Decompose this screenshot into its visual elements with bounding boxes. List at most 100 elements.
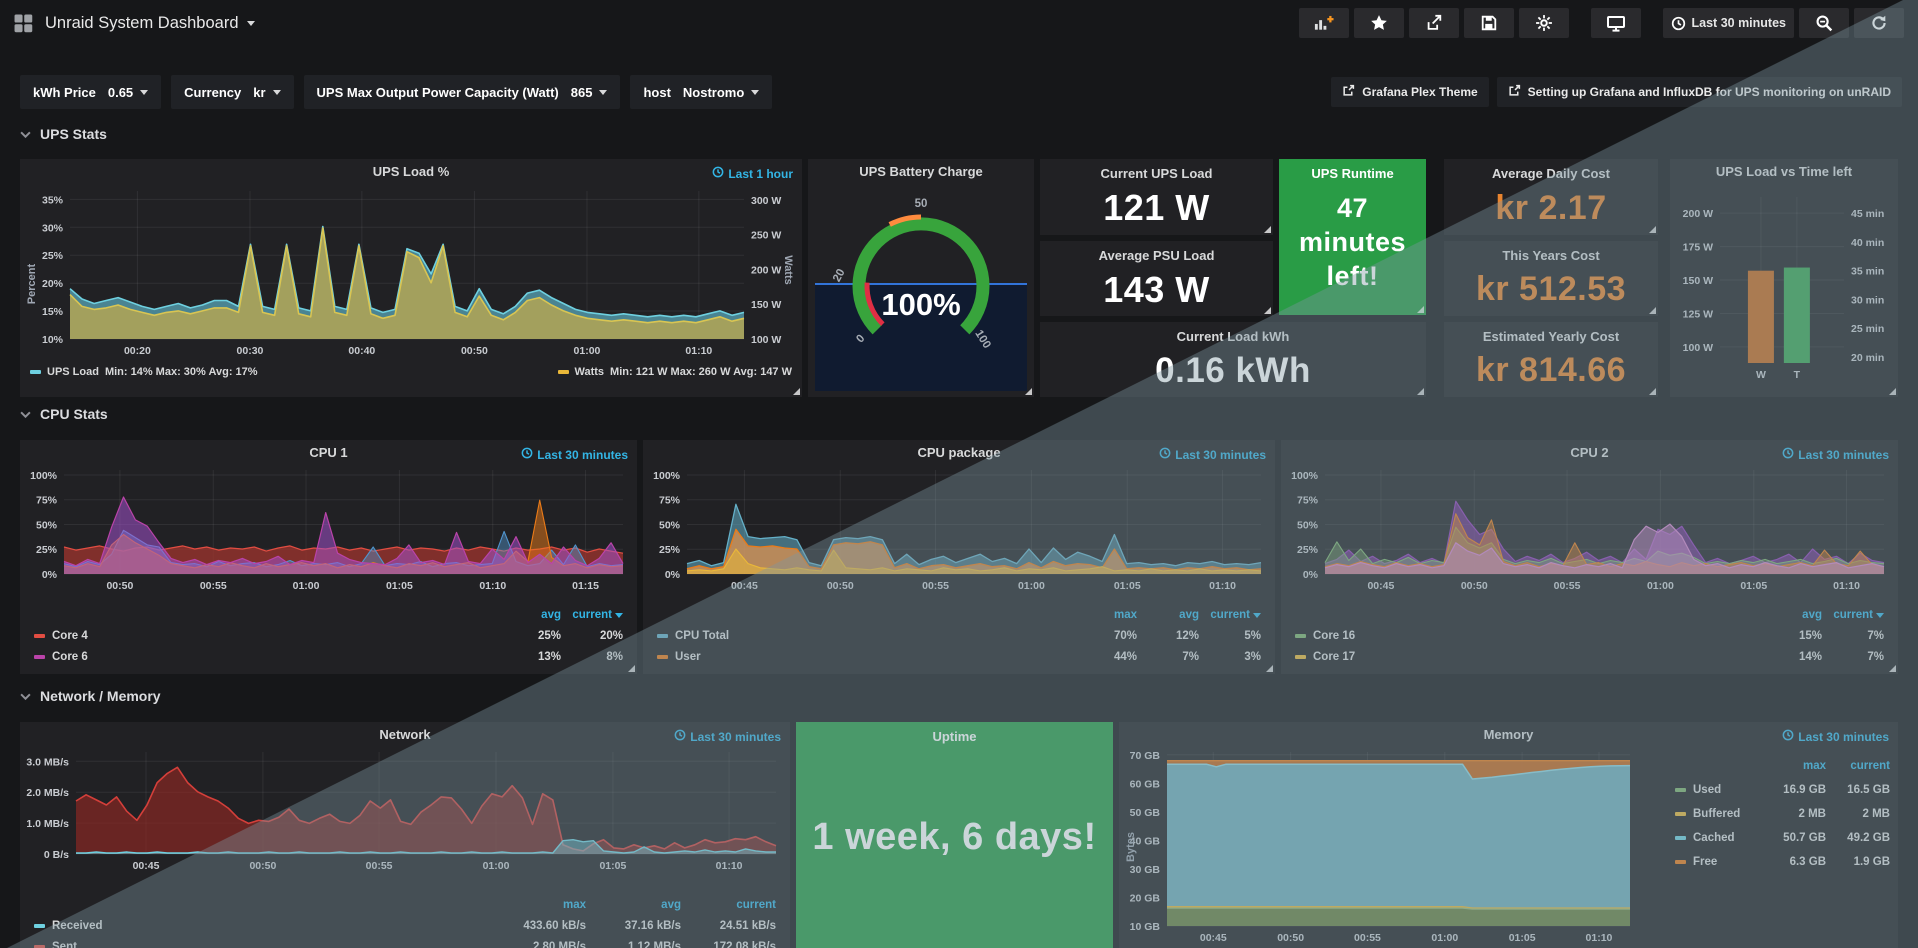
stat-value: kr 814.66 bbox=[1475, 351, 1627, 389]
legend-col-avg[interactable]: avg bbox=[1802, 608, 1822, 621]
ups-load-chart[interactable]: 00:20 00:30 00:40 00:50 01:00 01:10 35% 30% 25% 2… bbox=[26, 185, 794, 361]
variable-value-dropdown[interactable]: kr bbox=[253, 85, 281, 100]
dashboard-title[interactable]: Unraid System Dashboard bbox=[45, 14, 255, 33]
stat-title[interactable]: Uptime bbox=[932, 729, 977, 744]
stat-title[interactable]: Current Load kWh bbox=[1176, 329, 1290, 344]
variable-value-dropdown[interactable]: Nostromo bbox=[683, 85, 760, 100]
cpu2-chart[interactable]: 00:45 00:50 00:55 01:00 01:05 01:10 100% 75% 50%… bbox=[1285, 466, 1894, 596]
stat-title[interactable]: This Years Cost bbox=[1502, 248, 1600, 263]
stat-title[interactable]: Estimated Yearly Cost bbox=[1482, 329, 1620, 344]
panel-time-range[interactable]: Last 30 minutes bbox=[1782, 729, 1889, 744]
panel-title[interactable]: Network bbox=[379, 727, 431, 742]
legend-col-avg[interactable]: avg bbox=[661, 898, 681, 911]
save-button[interactable] bbox=[1463, 8, 1514, 38]
legend-watts[interactable]: Watts Min: 121 W Max: 260 W Avg: 147 W bbox=[557, 366, 792, 378]
legend-col-avg[interactable]: avg bbox=[541, 608, 561, 621]
series-swatch bbox=[1295, 654, 1306, 659]
legend-series-name[interactable]: Core 6 bbox=[52, 650, 88, 663]
svg-text:2.0 MB/s: 2.0 MB/s bbox=[26, 787, 69, 799]
share-button[interactable] bbox=[1408, 8, 1459, 38]
stat-title[interactable]: Current UPS Load bbox=[1100, 166, 1213, 181]
variable-label: host bbox=[643, 84, 671, 100]
legend-series-name[interactable]: Received bbox=[52, 919, 103, 932]
legend-series-name[interactable]: CPU Total bbox=[675, 629, 730, 642]
legend-col-max[interactable]: max bbox=[562, 898, 586, 911]
svg-text:50%: 50% bbox=[659, 519, 681, 531]
legend-series-name[interactable]: Core 16 bbox=[1313, 629, 1356, 642]
gauge-value: 100% bbox=[881, 287, 960, 322]
legend-series-name[interactable]: Core 4 bbox=[52, 629, 88, 642]
svg-text:01:15: 01:15 bbox=[572, 580, 599, 592]
y-axis-title-right: Watts bbox=[782, 254, 794, 285]
panel-time-range[interactable]: Last 30 minutes bbox=[674, 729, 781, 744]
svg-text:00:50: 00:50 bbox=[1461, 580, 1488, 592]
panel-title[interactable]: CPU 1 bbox=[309, 445, 348, 460]
gauge-tick-20: 20 bbox=[831, 267, 848, 284]
panel-time-range[interactable]: Last 30 minutes bbox=[1159, 447, 1266, 462]
section-network-memory[interactable]: Network / Memory bbox=[20, 688, 161, 704]
variable-value-dropdown[interactable]: 0.65 bbox=[108, 85, 149, 100]
section-ups-stats[interactable]: UPS Stats bbox=[20, 126, 107, 142]
legend-col-current[interactable]: current bbox=[736, 898, 776, 911]
star-button[interactable] bbox=[1353, 8, 1404, 38]
legend-col-current[interactable]: current bbox=[561, 609, 623, 621]
legend-series-name[interactable]: User bbox=[675, 650, 701, 663]
legend-row: Core 6 13% 8% bbox=[34, 646, 623, 667]
memory-chart[interactable]: 00:45 00:50 00:55 01:00 01:05 01:10 70 GB 60 GB… bbox=[1123, 748, 1638, 948]
sort-caret-icon bbox=[1876, 612, 1884, 618]
legend-col-current[interactable]: current bbox=[1199, 609, 1261, 621]
panel-title[interactable]: UPS Load vs Time left bbox=[1715, 164, 1853, 179]
panel-title[interactable]: UPS Battery Charge bbox=[859, 164, 983, 179]
variable-label: Currency bbox=[184, 84, 242, 100]
network-chart[interactable]: 00:45 00:50 00:55 01:00 01:05 01:10 3.0 MB/s 2.… bbox=[24, 748, 786, 876]
panel-time-range[interactable]: Last 30 minutes bbox=[521, 447, 628, 462]
panel-title[interactable]: CPU package bbox=[917, 445, 1001, 460]
dashboard-title-text: Unraid System Dashboard bbox=[45, 13, 239, 32]
ups-bar-chart[interactable]: 200 W 175 W 150 W 125 W 100 W 45 min 40 min 35 … bbox=[1672, 189, 1896, 385]
series-swatch bbox=[1295, 633, 1306, 638]
panel-time-range[interactable]: Last 30 minutes bbox=[1782, 447, 1889, 462]
refresh-button[interactable] bbox=[1854, 8, 1904, 38]
legend-series-name[interactable]: Core 17 bbox=[1313, 650, 1356, 663]
legend-col-max[interactable]: max bbox=[1113, 608, 1137, 621]
tv-mode-button[interactable] bbox=[1590, 8, 1641, 38]
svg-text:01:05: 01:05 bbox=[1509, 932, 1536, 944]
panel-time-range[interactable]: Last 1 hour bbox=[712, 166, 793, 181]
section-cpu-stats[interactable]: CPU Stats bbox=[20, 406, 108, 422]
chart-legend: UPS Load Min: 14% Max: 30% Avg: 17% Watts… bbox=[30, 366, 792, 378]
svg-text:01:00: 01:00 bbox=[574, 345, 601, 357]
chart-legend: max avg current Received 433.60 kB/s 37.16 k… bbox=[34, 894, 776, 948]
panel-title[interactable]: Memory bbox=[1483, 727, 1534, 742]
stat-title[interactable]: Average PSU Load bbox=[1098, 248, 1215, 263]
link-grafana-plex-theme[interactable]: Grafana Plex Theme bbox=[1331, 77, 1489, 107]
external-link-icon bbox=[1342, 84, 1355, 100]
legend-series-name[interactable]: Cached bbox=[1693, 832, 1735, 844]
series-swatch bbox=[657, 654, 668, 659]
zoom-out-button[interactable] bbox=[1799, 8, 1849, 38]
svg-text:200 W: 200 W bbox=[1683, 208, 1713, 220]
legend-series-name[interactable]: Used bbox=[1693, 784, 1722, 796]
add-panel-button[interactable] bbox=[1298, 8, 1349, 38]
panel-title[interactable]: UPS Load % bbox=[372, 164, 450, 179]
legend-col-avg[interactable]: avg bbox=[1179, 608, 1199, 621]
stat-title[interactable]: UPS Runtime bbox=[1311, 166, 1394, 181]
panel-this-years-cost: This Years Cost kr 512.53 bbox=[1444, 241, 1658, 316]
legend-col-current[interactable]: current bbox=[1822, 609, 1884, 621]
panel-title[interactable]: CPU 2 bbox=[1570, 445, 1609, 460]
variable-value-dropdown[interactable]: 865 bbox=[571, 85, 608, 100]
grid-logo-icon[interactable] bbox=[14, 14, 33, 33]
settings-button[interactable] bbox=[1518, 8, 1569, 38]
time-range-picker[interactable]: Last 30 minutes bbox=[1662, 8, 1794, 38]
legend-col-current[interactable]: current bbox=[1850, 760, 1890, 772]
cpu1-chart[interactable]: 00:50 00:55 01:00 01:05 01:10 01:15 100% 75% 50%… bbox=[24, 466, 633, 596]
legend-series-name[interactable]: Free bbox=[1693, 856, 1718, 868]
stat-title[interactable]: Average Daily Cost bbox=[1491, 166, 1610, 181]
link-setup-guide[interactable]: Setting up Grafana and InfluxDB for UPS … bbox=[1496, 77, 1902, 107]
cpu-package-chart[interactable]: 00:45 00:50 00:55 01:00 01:05 01:10 100% 75% 50%… bbox=[647, 466, 1271, 596]
chart-legend: max avg current CPU Total 70% 12% 5% User 44% 7… bbox=[657, 604, 1261, 667]
legend-series-name[interactable]: Buffered bbox=[1693, 808, 1741, 820]
legend-col-max[interactable]: max bbox=[1802, 760, 1826, 772]
legend-ups-load[interactable]: UPS Load Min: 14% Max: 30% Avg: 17% bbox=[30, 366, 258, 378]
svg-text:50%: 50% bbox=[1297, 519, 1319, 531]
legend-series-name[interactable]: Sent bbox=[52, 940, 77, 948]
